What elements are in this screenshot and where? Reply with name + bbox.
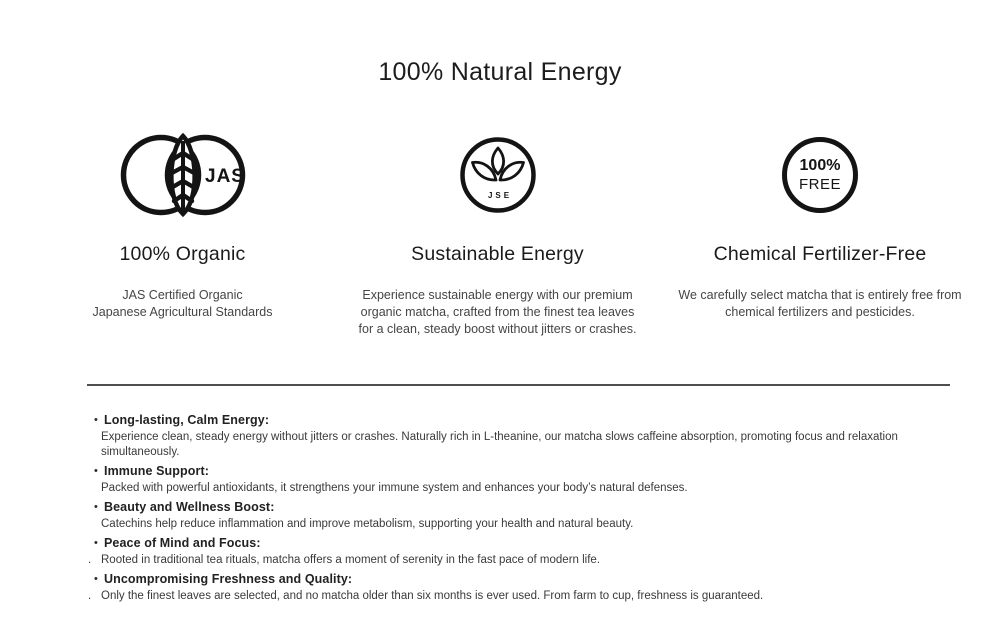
desc-marker: . [88, 554, 92, 566]
feature-sustainable: JSE Sustainable Energy Experience sustai… [328, 131, 668, 338]
bullet-icon: • [94, 537, 98, 549]
benefit-desc-text: Packed with powerful antioxidants, it st… [101, 482, 688, 494]
feature-heading-sustainable: Sustainable Energy [411, 243, 584, 265]
bullet-icon: • [94, 465, 98, 477]
benefit-description: . Rooted in traditional tea rituals, mat… [88, 553, 960, 568]
desc-marker: . [88, 590, 92, 602]
lotus-icon: JSE [459, 137, 536, 213]
benefit-item-calm-energy: • Long-lasting, Calm Energy: Experience … [88, 412, 960, 460]
benefit-title: • Long-lasting, Calm Energy: [88, 412, 960, 428]
feature-heading-fertilizer-free: Chemical Fertilizer-Free [713, 243, 927, 265]
benefit-description: . Only the finest leaves are selected, a… [88, 589, 960, 604]
free-badge-icon: 100% FREE [670, 131, 970, 219]
jas-logo-text: JAS [205, 166, 245, 187]
badge-100-text: 100% [799, 157, 841, 174]
benefits-list: • Long-lasting, Calm Energy: Experience … [88, 412, 960, 604]
feature-desc-organic: JAS Certified Organic Japanese Agricultu… [92, 288, 273, 319]
benefit-desc-text: Only the finest leaves are selected, and… [101, 590, 764, 602]
benefit-title: • Immune Support: [88, 463, 960, 479]
jas-logo-icon: JAS [40, 131, 325, 219]
benefit-title-text: Long-lasting, Calm Energy: [104, 413, 270, 427]
100-percent-free-badge-icon: 100% FREE [782, 137, 858, 213]
feature-columns: JAS 100% Organic JAS Certified Organic J… [0, 87, 1000, 338]
bullet-icon: • [94, 501, 98, 513]
jas-organic-logo-icon: JAS [120, 132, 245, 218]
benefit-desc-text: Rooted in traditional tea rituals, match… [101, 554, 601, 566]
benefit-item-peace-of-mind: • Peace of Mind and Focus: . Rooted in t… [88, 535, 960, 568]
bullet-icon: • [94, 414, 98, 426]
benefit-title: • Peace of Mind and Focus: [88, 535, 960, 551]
benefit-title: • Beauty and Wellness Boost: [88, 499, 960, 515]
benefit-title-text: Beauty and Wellness Boost: [104, 500, 275, 514]
benefit-description: Catechins help reduce inflammation and i… [88, 517, 960, 532]
benefit-desc-text: Catechins help reduce inflammation and i… [101, 518, 634, 530]
divider [87, 384, 950, 386]
jse-badge-icon: JSE [328, 131, 668, 219]
feature-desc-sustainable: Experience sustainable energy with our p… [358, 288, 637, 336]
badge-free-text: FREE [798, 176, 841, 193]
feature-fertilizer-free: 100% FREE Chemical Fertilizer-Free We ca… [670, 131, 970, 338]
benefit-item-beauty-wellness: • Beauty and Wellness Boost: Catechins h… [88, 499, 960, 532]
benefit-title: • Uncompromising Freshness and Quality: [88, 571, 960, 587]
benefit-description: Packed with powerful antioxidants, it st… [88, 481, 960, 496]
feature-heading-organic: 100% Organic [119, 243, 246, 265]
benefit-description: Experience clean, steady energy without … [88, 430, 960, 460]
feature-desc-fertilizer-free: We carefully select matcha that is entir… [678, 288, 962, 319]
benefit-title-text: Uncompromising Freshness and Quality: [104, 572, 353, 586]
benefit-item-freshness-quality: • Uncompromising Freshness and Quality: … [88, 571, 960, 604]
feature-organic: JAS 100% Organic JAS Certified Organic J… [40, 131, 325, 338]
page-title: 100% Natural Energy [378, 58, 622, 86]
benefit-title-text: Immune Support: [104, 464, 209, 478]
benefit-title-text: Peace of Mind and Focus: [104, 536, 261, 550]
benefit-desc-text: Experience clean, steady energy without … [101, 431, 898, 458]
jse-badge-text: JSE [487, 191, 511, 200]
benefit-item-immune-support: • Immune Support: Packed with powerful a… [88, 463, 960, 496]
bullet-icon: • [94, 573, 98, 585]
